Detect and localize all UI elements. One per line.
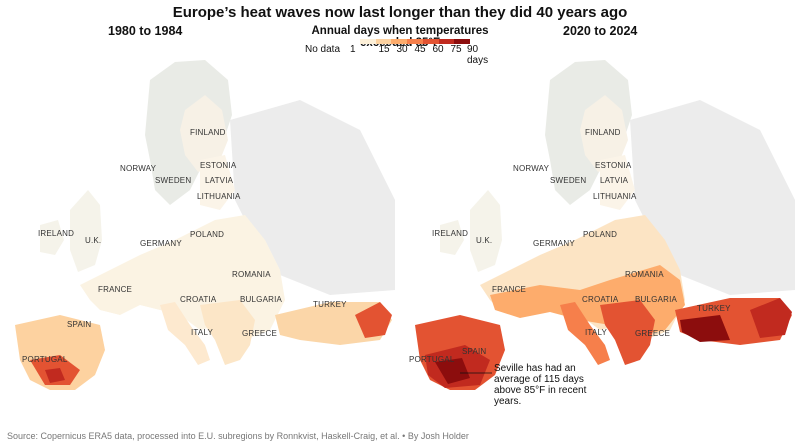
label-croatia: CROATIA — [582, 295, 619, 304]
legend-no-data-label: No data — [305, 44, 341, 55]
uk-shape — [70, 190, 102, 272]
europe-map-left: FINLAND NORWAY ESTONIA SWEDEN LATVIA LIT… — [15, 60, 395, 390]
label-lithuania: LITHUANIA — [197, 192, 241, 201]
seville-annotation: Seville has had an average of 115 days a… — [494, 363, 587, 407]
country-labels-left: FINLAND NORWAY ESTONIA SWEDEN LATVIA LIT… — [22, 128, 347, 364]
label-bulgaria: BULGARIA — [635, 295, 678, 304]
seville-heat — [45, 368, 65, 383]
label-croatia: CROATIA — [180, 295, 217, 304]
balkans-shape — [200, 300, 255, 365]
label-italy: ITALY — [585, 328, 608, 337]
label-poland: POLAND — [583, 230, 617, 239]
label-sweden: SWEDEN — [550, 176, 586, 185]
italy-shape — [160, 302, 210, 365]
uk-shape — [470, 190, 502, 272]
balkans-shape — [600, 300, 655, 365]
baltic-shape — [600, 155, 635, 210]
legend-swatch-4 — [422, 39, 439, 44]
label-lithuania: LITHUANIA — [593, 192, 637, 201]
label-france: FRANCE — [492, 285, 526, 294]
turkey-interior-heat — [680, 315, 730, 342]
source-credit: Source: Copernicus ERA5 data, processed … — [7, 431, 469, 441]
label-finland: FINLAND — [585, 128, 621, 137]
label-turkey: TURKEY — [313, 300, 347, 309]
label-ireland: IRELAND — [38, 229, 74, 238]
legend-tick-15: 15 — [378, 44, 390, 55]
label-france: FRANCE — [98, 285, 132, 294]
finland-shape — [180, 95, 228, 172]
label-norway: NORWAY — [513, 164, 550, 173]
label-turkey: TURKEY — [697, 304, 731, 313]
map-2020-2024: FINLAND NORWAY ESTONIA SWEDEN LATVIA LIT… — [400, 40, 795, 425]
label-spain: SPAIN — [462, 347, 486, 356]
chart-title: Europe’s heat waves now last longer than… — [172, 4, 628, 21]
label-bulgaria: BULGARIA — [240, 295, 283, 304]
map-period-left: 1980 to 1984 — [108, 24, 183, 38]
label-germany: GERMANY — [533, 239, 575, 248]
legend: No data 1 15 30 45 60 75 90 days — [300, 36, 500, 66]
legend-swatch-3 — [407, 39, 423, 44]
legend-tick-90: 90 days — [467, 44, 489, 66]
label-estonia: ESTONIA — [595, 161, 632, 170]
label-portugal: PORTUGAL — [409, 355, 455, 364]
seville-heat — [435, 358, 470, 384]
finland-shape — [580, 95, 628, 172]
country-labels-right: FINLAND NORWAY ESTONIA SWEDEN LATVIA LIT… — [409, 128, 731, 364]
label-poland: POLAND — [190, 230, 224, 239]
label-italy: ITALY — [191, 328, 214, 337]
label-estonia: ESTONIA — [200, 161, 237, 170]
label-germany: GERMANY — [140, 239, 182, 248]
label-norway: NORWAY — [120, 164, 157, 173]
turkey-east-heat — [750, 298, 792, 338]
legend-tick-30: 30 — [396, 44, 408, 55]
label-latvia: LATVIA — [205, 176, 234, 185]
legend-swatch-0 — [360, 39, 376, 44]
label-spain: SPAIN — [67, 320, 91, 329]
label-portugal: PORTUGAL — [22, 355, 68, 364]
ireland-shape — [40, 220, 64, 255]
ireland-shape — [440, 220, 464, 255]
legend-first-label: 1 — [350, 44, 356, 55]
legend-tick-60: 60 — [432, 44, 444, 55]
europe-map-right: FINLAND NORWAY ESTONIA SWEDEN LATVIA LIT… — [409, 60, 795, 390]
baltic-shape — [200, 155, 235, 210]
label-sweden: SWEDEN — [155, 176, 191, 185]
label-romania: ROMANIA — [625, 270, 664, 279]
legend-color-scale — [360, 39, 471, 44]
map-period-right: 2020 to 2024 — [563, 24, 638, 38]
legend-swatch-2 — [391, 39, 408, 44]
label-ireland: IRELAND — [432, 229, 468, 238]
label-romania: ROMANIA — [232, 270, 271, 279]
legend-tick-75: 75 — [450, 44, 462, 55]
label-uk: U.K. — [85, 236, 101, 245]
legend-swatch-5 — [438, 39, 455, 44]
east-shape — [230, 100, 395, 295]
label-latvia: LATVIA — [600, 176, 629, 185]
label-finland: FINLAND — [190, 128, 226, 137]
east-shape — [630, 100, 795, 295]
italy-shape — [560, 302, 610, 365]
legend-tick-45: 45 — [414, 44, 426, 55]
legend-swatch-1 — [375, 39, 392, 44]
label-uk: U.K. — [476, 236, 492, 245]
legend-swatch-6 — [454, 39, 471, 44]
label-greece: GREECE — [242, 329, 277, 338]
map-1980-1984: FINLAND NORWAY ESTONIA SWEDEN LATVIA LIT… — [0, 40, 395, 425]
label-greece: GREECE — [635, 329, 670, 338]
turkey-east-heat — [355, 302, 392, 338]
